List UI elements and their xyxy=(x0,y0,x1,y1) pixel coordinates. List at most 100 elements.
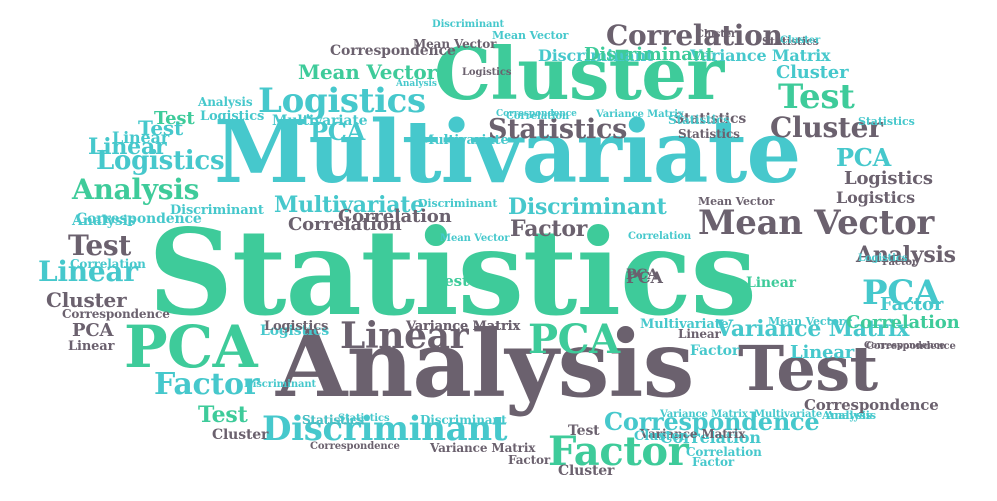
word-linear: Linear xyxy=(68,339,115,354)
word-factor: Factor xyxy=(510,216,588,242)
word-discriminant: Discriminant xyxy=(420,413,507,427)
word-statistics: Statistics xyxy=(488,114,628,145)
word-pca: PCA xyxy=(836,143,892,172)
word-test: Test xyxy=(154,108,195,129)
word-statistics: Statistics xyxy=(338,413,390,424)
word-discriminant: Discriminant xyxy=(262,409,508,449)
word-correlation: Correlation xyxy=(628,231,692,242)
word-analysis: Analysis xyxy=(198,95,253,109)
word-correspondence: Correspondence xyxy=(804,396,939,414)
word-mean-vector: Mean Vector xyxy=(413,37,497,51)
word-correlation: Correlation xyxy=(338,206,452,227)
word-discriminant: Discriminant xyxy=(584,44,714,65)
word-correlation: Correlation xyxy=(686,445,762,459)
word-pca: PCA xyxy=(862,273,940,313)
word-mean-vector: Mean Vector xyxy=(768,315,845,328)
word-cluster: Cluster xyxy=(634,429,687,444)
word-logistics: Logistics xyxy=(858,253,908,264)
word-test: Test xyxy=(198,402,248,428)
word-statistics: Statistics xyxy=(302,413,364,427)
word-variance-matrix: Variance Matrix xyxy=(716,316,910,342)
word-factor: Factor xyxy=(508,453,551,467)
word-linear: Linear xyxy=(88,134,167,160)
word-multivariate: Multivariate xyxy=(272,113,368,129)
word-analysis: Analysis xyxy=(396,79,437,89)
word-test: Test xyxy=(435,272,469,290)
word-multivariate: Multivariate xyxy=(274,192,424,218)
word-discriminant: Discriminant xyxy=(170,203,264,218)
word-mean-vector: Mean Vector xyxy=(298,60,437,84)
word-mean-vector: Mean Vector xyxy=(698,195,775,208)
word-linear: Linear xyxy=(340,315,469,357)
word-analysis: Analysis xyxy=(822,409,872,422)
word-factor: Factor xyxy=(154,367,260,402)
word-correlation: Correlation xyxy=(70,257,146,271)
word-logistics: Logistics xyxy=(264,319,329,334)
word-correlation: Correlation xyxy=(506,111,570,122)
word-pca: PCA xyxy=(626,268,663,287)
word-multivariate: Multivariate xyxy=(214,102,801,203)
word-pca: PCA xyxy=(528,316,620,363)
word-correspondence: Correspondence xyxy=(76,211,202,227)
word-test: Test xyxy=(778,77,855,117)
word-variance-matrix: Variance Matrix xyxy=(430,441,536,455)
word-logistics: Logistics xyxy=(258,81,426,121)
word-statistics: Statistics xyxy=(762,35,819,48)
word-pca: PCA xyxy=(310,117,366,146)
word-correlation: Correlation xyxy=(846,312,960,333)
word-pca: PCA xyxy=(72,320,114,341)
word-mean-vector: Mean Vector xyxy=(440,233,510,244)
word-logistics: Logistics xyxy=(836,188,915,207)
word-correspondence: Correspondence xyxy=(604,407,820,436)
word-logistics: Logistics xyxy=(200,109,265,124)
word-statistics: Statistics xyxy=(858,115,915,128)
word-multivariate: Multivariate xyxy=(640,317,729,332)
word-correspondence: Correspondence xyxy=(866,341,956,352)
word-correspondence: Correspondence xyxy=(310,441,400,452)
word-factor: Factor xyxy=(880,294,944,315)
word-variance-matrix: Variance Matrix xyxy=(406,319,521,334)
word-linear: Linear xyxy=(746,275,796,291)
word-factor: Factor xyxy=(690,343,740,359)
word-linear: Linear xyxy=(678,327,721,341)
word-cluster: Cluster xyxy=(770,111,883,144)
word-analysis: Analysis xyxy=(856,242,956,268)
word-variance-matrix: Variance Matrix xyxy=(406,319,521,334)
word-cluster: Cluster xyxy=(558,463,615,479)
word-linear: Linear xyxy=(790,342,855,363)
word-mean-vector: Mean Vector xyxy=(698,203,935,243)
word-correlation: Correlation xyxy=(606,19,783,52)
word-correspondence: Correspondence xyxy=(330,43,456,59)
word-statistics: Statistics xyxy=(668,113,730,127)
word-discriminant: Discriminant xyxy=(538,46,654,65)
word-correlation: Correlation xyxy=(288,214,402,235)
word-test: Test xyxy=(138,116,184,140)
word-analysis: Analysis xyxy=(72,173,200,206)
word-factor: Factor xyxy=(692,455,735,469)
word-test: Test xyxy=(68,229,132,262)
word-logistics: Logistics xyxy=(462,67,512,78)
word-correspondence: Correspondence xyxy=(496,109,577,119)
word-multivariate: Multivariate xyxy=(754,409,823,420)
word-correlation: Correlation xyxy=(660,428,761,447)
word-test: Test xyxy=(568,423,600,439)
word-discriminant: Discriminant xyxy=(418,197,498,210)
word-cluster: Cluster xyxy=(434,31,724,116)
word-variance-matrix: Variance Matrix xyxy=(690,46,831,65)
word-discriminant: Discriminant xyxy=(508,194,667,220)
word-variance-matrix: Variance Matrix xyxy=(660,409,748,420)
word-analysis: Analysis xyxy=(72,213,136,229)
word-logistics: Logistics xyxy=(96,146,225,176)
word-mean-vector: Mean Vector xyxy=(492,29,569,42)
word-correspondence: Correspondence xyxy=(62,307,170,321)
word-statistics: Statistics xyxy=(302,413,364,427)
word-linear: Linear xyxy=(38,255,138,288)
word-multivariate: Multivariate xyxy=(420,133,509,148)
word-factor: Factor xyxy=(548,428,689,475)
word-logistics: Logistics xyxy=(260,323,330,339)
word-cluster: Cluster xyxy=(696,29,737,40)
word-variance-matrix: Variance Matrix xyxy=(640,427,746,441)
word-cluster: Cluster xyxy=(780,35,821,46)
word-correspondence: Correspondence xyxy=(864,341,945,351)
